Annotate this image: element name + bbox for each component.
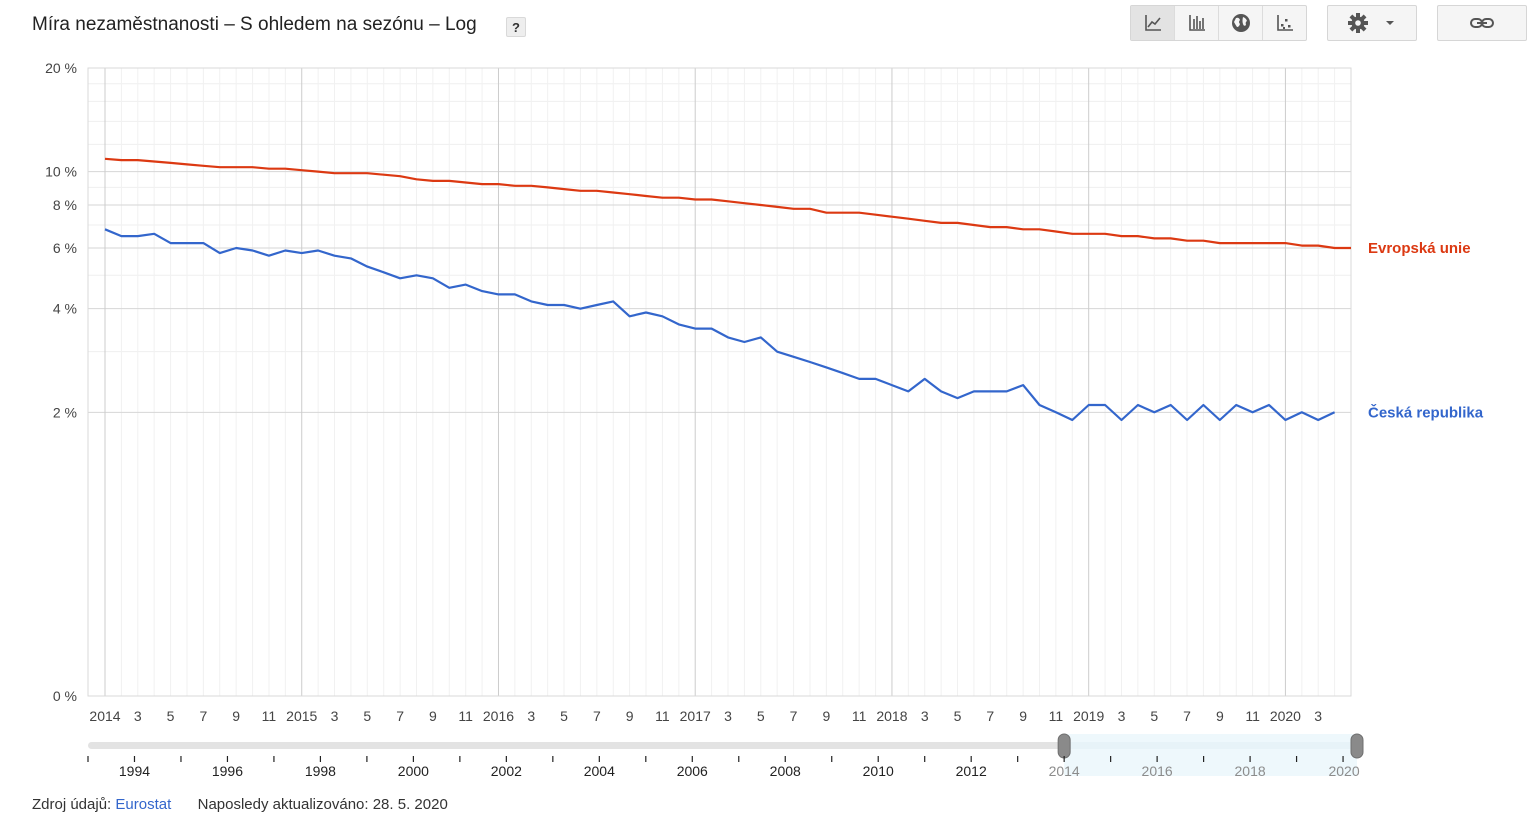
- x-tick-label: 5: [167, 708, 175, 724]
- timeline-year-label: 2018: [1235, 763, 1266, 779]
- x-tick-label: 9: [429, 708, 437, 724]
- x-tick-label: 7: [790, 708, 798, 724]
- x-tick-label: 5: [560, 708, 568, 724]
- y-tick-label: 6 %: [53, 240, 77, 256]
- x-tick-label: 9: [626, 708, 634, 724]
- timeline-year-label: 2000: [398, 763, 429, 779]
- timeline-handle-left[interactable]: [1057, 733, 1071, 759]
- chevron-down-icon: [1386, 21, 1394, 25]
- x-tick-label: 9: [822, 708, 830, 724]
- line-chart: 20 % 10 % 8 % 6 % 4 % 2 % 0 % 2014 3 5 7 9 11 2015 3 5 7…: [45, 60, 1484, 779]
- x-tick-label: 3: [724, 708, 732, 724]
- line-chart-icon: [1144, 15, 1161, 31]
- x-tick-label: 9: [232, 708, 240, 724]
- series-line-cz: [104, 228, 1336, 422]
- y-tick-label: 4 %: [53, 301, 77, 317]
- x-tick-label: 11: [1049, 708, 1064, 724]
- link-menu[interactable]: [1437, 5, 1527, 41]
- timeline-year-label: 2012: [956, 763, 987, 779]
- help-button[interactable]: ?: [506, 17, 526, 37]
- x-tick-label: 3: [331, 708, 339, 724]
- timeline-track: [88, 742, 1357, 749]
- x-tick-label: 3: [921, 708, 929, 724]
- x-tick-label: 7: [986, 708, 994, 724]
- last-updated: Naposledy aktualizováno: 28. 5. 2020: [197, 796, 448, 813]
- scatter-chart-button[interactable]: [1262, 6, 1306, 40]
- y-tick-label: 2 %: [53, 404, 77, 420]
- plot-area: [87, 67, 1352, 697]
- bar-chart-button[interactable]: [1174, 6, 1218, 40]
- link-button[interactable]: [1438, 6, 1526, 40]
- x-tick-label: 11: [458, 708, 473, 724]
- x-tick-label: 5: [1150, 708, 1158, 724]
- timeline-selected-track: [1064, 742, 1357, 749]
- timeline-year-label: 1996: [212, 763, 243, 779]
- x-tick-label: 2018: [876, 708, 907, 724]
- x-tick-label: 11: [655, 708, 670, 724]
- x-tick-label: 2019: [1073, 708, 1104, 724]
- x-tick-label: 5: [363, 708, 371, 724]
- timeline-year-label: 2010: [863, 763, 894, 779]
- line-chart-button[interactable]: [1131, 6, 1174, 40]
- y-tick-label: 8 %: [53, 197, 77, 213]
- series-line-eu: [104, 157, 1351, 250]
- x-tick-label: 3: [1118, 708, 1126, 724]
- timeline-year-label: 2002: [491, 763, 522, 779]
- timeline-year-label: 1994: [119, 763, 150, 779]
- y-tick-label: 10 %: [45, 164, 77, 180]
- x-tick-label: 7: [1183, 708, 1191, 724]
- timeline-year-label: 2006: [677, 763, 708, 779]
- x-tick-label: 9: [1019, 708, 1027, 724]
- x-tick-label: 3: [134, 708, 142, 724]
- x-tick-label: 7: [396, 708, 404, 724]
- source-label: Zdroj údajů:: [32, 796, 112, 813]
- settings-button[interactable]: [1328, 6, 1416, 40]
- x-tick-label: 3: [1314, 708, 1322, 724]
- chart-title: Míra nezaměstnanosti – S ohledem na sezó…: [32, 14, 477, 35]
- timeline-year-label: 2004: [584, 763, 615, 779]
- x-tick-label: 11: [1245, 708, 1260, 724]
- x-tick-label: 2016: [483, 708, 514, 724]
- footer: Zdroj údajů: Eurostat Naposledy aktualiz…: [32, 796, 448, 813]
- settings-menu[interactable]: [1327, 5, 1417, 41]
- x-tick-label: 7: [593, 708, 601, 724]
- timeline-year-label: 2016: [1142, 763, 1173, 779]
- source-link[interactable]: Eurostat: [115, 796, 172, 813]
- link-icon: [1470, 18, 1494, 28]
- timeline-year-label: 1998: [305, 763, 336, 779]
- x-tick-label: 2020: [1270, 708, 1301, 724]
- x-tick-label: 5: [757, 708, 765, 724]
- y-tick-label: 20 %: [45, 60, 77, 76]
- x-tick-label: 9: [1216, 708, 1224, 724]
- globe-map-icon: [1231, 14, 1250, 32]
- series-label[interactable]: Česká republika: [1368, 403, 1484, 421]
- x-tick-label: 5: [954, 708, 962, 724]
- x-tick-label: 2015: [286, 708, 317, 724]
- chart-type-toolbar: [1130, 5, 1307, 41]
- timeline-selection[interactable]: [1064, 734, 1357, 776]
- timeline-handle-right[interactable]: [1350, 733, 1364, 759]
- x-tick-label: 11: [852, 708, 867, 724]
- y-tick-label: 0 %: [53, 688, 77, 704]
- series-label[interactable]: Evropská unie: [1368, 240, 1471, 257]
- x-tick-label: 3: [527, 708, 535, 724]
- scatter-chart-icon: [1276, 15, 1293, 31]
- x-tick-label: 11: [262, 708, 277, 724]
- timeline-year-label: 2020: [1328, 763, 1359, 779]
- x-tick-label: 7: [199, 708, 207, 724]
- timeline-year-label: 2008: [770, 763, 801, 779]
- map-chart-button[interactable]: [1218, 6, 1262, 40]
- x-tick-label: 2017: [680, 708, 711, 724]
- timeline-year-label: 2014: [1049, 763, 1080, 779]
- bar-chart-icon: [1188, 15, 1205, 31]
- x-tick-label: 2014: [89, 708, 120, 724]
- gear-icon: [1348, 13, 1368, 33]
